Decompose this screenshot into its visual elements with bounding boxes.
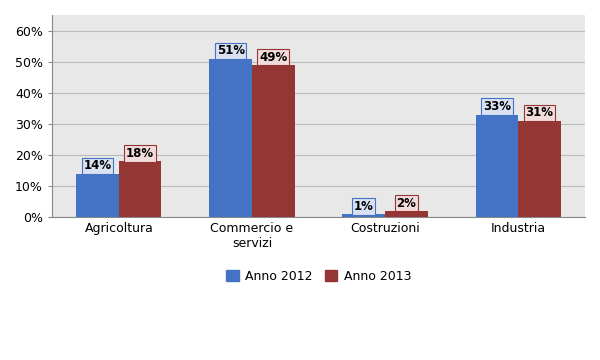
Text: 14%: 14% <box>83 159 112 172</box>
Bar <box>343 214 385 217</box>
Text: 49%: 49% <box>259 50 287 63</box>
Bar <box>119 161 161 217</box>
Bar <box>385 211 428 217</box>
Text: 1%: 1% <box>354 200 374 213</box>
Text: 2%: 2% <box>397 197 416 210</box>
Text: 31%: 31% <box>526 107 553 120</box>
Text: 51%: 51% <box>217 44 245 57</box>
Bar <box>209 59 252 217</box>
Text: 33%: 33% <box>483 100 511 113</box>
Bar <box>476 114 518 217</box>
Bar <box>252 65 295 217</box>
Bar <box>76 174 119 217</box>
Text: 18%: 18% <box>126 147 154 160</box>
Legend: Anno 2012, Anno 2013: Anno 2012, Anno 2013 <box>221 265 416 288</box>
Bar <box>518 121 561 217</box>
